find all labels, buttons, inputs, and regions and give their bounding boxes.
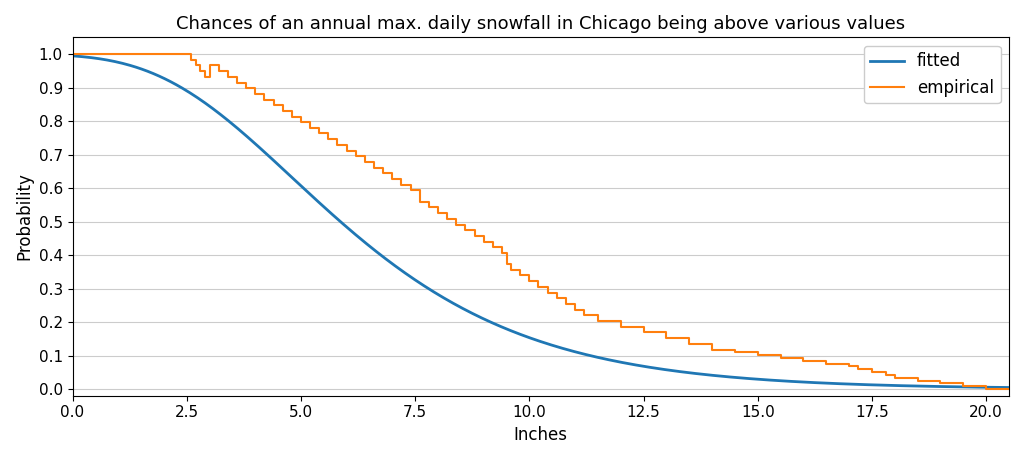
fitted: [522, 335, 535, 340]
Legend: fitted, empirical: fitted, empirical: [863, 45, 1000, 103]
empirical: [249, 91, 261, 97]
empirical: [980, 386, 992, 392]
X-axis label: Inches: Inches: [514, 426, 567, 444]
fitted: [527, 336, 540, 342]
fitted: [853, 382, 865, 387]
empirical: [486, 245, 499, 250]
empirical: [1002, 386, 1015, 392]
empirical: [67, 51, 79, 57]
Line: empirical: empirical: [73, 54, 1009, 389]
Line: fitted: fitted: [73, 56, 1024, 388]
Title: Chances of an annual max. daily snowfall in Chicago being above various values: Chances of an annual max. daily snowfall…: [176, 15, 905, 33]
empirical: [477, 239, 489, 244]
fitted: [637, 364, 649, 369]
empirical: [866, 369, 879, 375]
empirical: [258, 97, 270, 102]
empirical: [332, 142, 344, 148]
fitted: [586, 353, 598, 358]
fitted: [67, 53, 79, 59]
Y-axis label: Probability: Probability: [15, 173, 33, 260]
fitted: [1002, 385, 1015, 390]
